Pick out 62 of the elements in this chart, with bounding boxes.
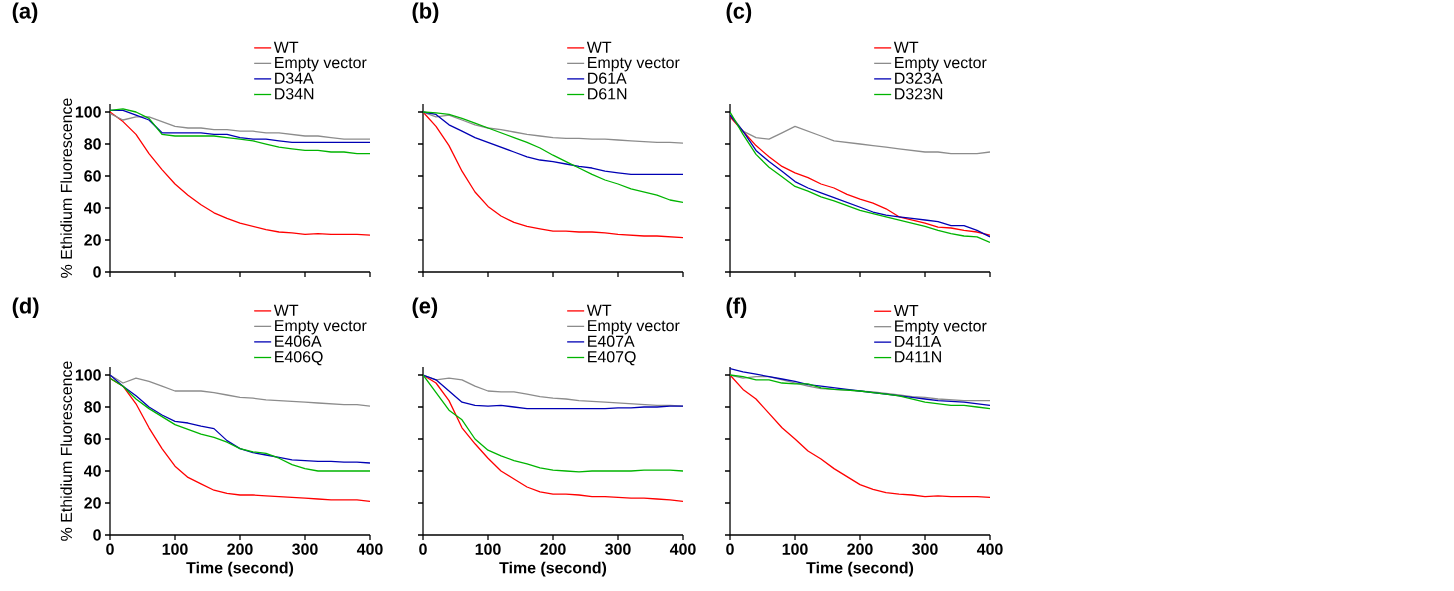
y-tick-label: 80 (84, 138, 101, 150)
legend-label: WT (586, 41, 612, 53)
chart-title: (a) (12, 2, 38, 24)
x-tick-label: 100 (782, 543, 808, 555)
legend-label: D411N (895, 351, 941, 363)
chart-title: (f) (726, 297, 747, 318)
y-tick-label: 60 (84, 170, 101, 182)
legend-label: D61A (588, 72, 627, 84)
x-tick-label: 200 (227, 543, 253, 555)
legend-label: E406A (275, 335, 322, 347)
x-tick-label: 300 (912, 543, 938, 555)
legend-label: WT (586, 304, 612, 316)
y-tick-label: 0 (93, 529, 101, 541)
y-tick-label: 100 (75, 106, 101, 118)
x-tick-label: 400 (976, 543, 1003, 555)
legend-label: WT (893, 305, 919, 316)
x-axis-title: Time (second) (499, 561, 607, 577)
legend-label: D34N (275, 88, 314, 100)
legend-label: Empty vector (275, 320, 367, 335)
legend-label: WT (893, 41, 919, 53)
x-tick-label: 300 (605, 543, 631, 555)
legend-label: WT (273, 304, 299, 316)
x-tick-label: 0 (419, 543, 427, 555)
x-tick-label: 200 (847, 543, 873, 555)
legend-label: E407Q (588, 351, 636, 366)
y-tick-label: 40 (83, 465, 101, 477)
x-axis-title: Time (second) (806, 561, 914, 577)
legend-label: Empty vector (275, 57, 367, 72)
x-tick-label: 300 (292, 543, 318, 555)
chart-title: (c) (726, 2, 752, 24)
y-tick-label: 0 (93, 266, 101, 278)
x-tick-label: 0 (726, 543, 734, 555)
legend-label: D61N (588, 88, 627, 100)
legend-label: E406Q (275, 351, 323, 366)
legend-label: D411A (895, 335, 942, 347)
legend-label: D323N (895, 88, 943, 100)
y-tick-label: 80 (84, 401, 101, 413)
y-tick-label: 20 (84, 234, 101, 246)
chart-title: (d) (12, 297, 39, 318)
legend-label: E407A (588, 335, 635, 347)
legend-label: WT (273, 41, 299, 53)
x-tick-label: 400 (356, 543, 383, 555)
x-tick-label: 100 (475, 543, 501, 555)
y-axis-title: % Ethidium Fluorescence (60, 98, 73, 278)
x-tick-label: 0 (106, 543, 114, 555)
legend-label: Empty vector (895, 320, 987, 335)
y-tick-label: 60 (84, 433, 101, 445)
legend-label: Empty vector (588, 320, 680, 335)
x-tick-label: 200 (540, 543, 566, 555)
legend-label: D34A (275, 72, 314, 84)
legend-label: D323A (895, 72, 943, 84)
y-tick-label: 40 (83, 202, 101, 214)
y-tick-label: 100 (75, 369, 101, 381)
x-tick-label: 100 (162, 543, 188, 555)
y-axis-title: % Ethidium Fluorescence (60, 361, 73, 541)
legend-label: Empty vector (895, 57, 987, 72)
y-tick-label: 20 (84, 497, 101, 509)
legend-label: Empty vector (588, 57, 680, 72)
x-axis-title: Time (second) (186, 561, 294, 577)
x-tick-label: 400 (669, 543, 696, 555)
chart-title: (b) (412, 2, 439, 24)
chart-title: (e) (412, 297, 438, 318)
